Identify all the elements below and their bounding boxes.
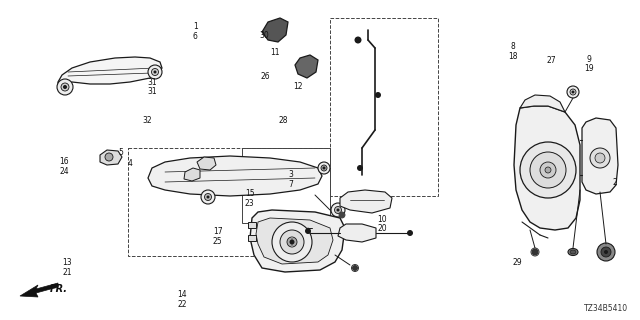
Circle shape: [337, 209, 339, 212]
Text: 14
22: 14 22: [177, 290, 188, 308]
Text: 27: 27: [547, 56, 557, 65]
Circle shape: [272, 222, 312, 262]
Circle shape: [590, 148, 610, 168]
Text: 29: 29: [512, 258, 522, 267]
Circle shape: [545, 167, 551, 173]
Bar: [330, 18, 438, 196]
Text: 32: 32: [142, 116, 152, 124]
Text: 12: 12: [293, 82, 302, 91]
Text: 16
24: 16 24: [59, 157, 69, 176]
Circle shape: [57, 79, 73, 95]
Circle shape: [148, 65, 162, 79]
Circle shape: [595, 153, 605, 163]
Circle shape: [205, 194, 211, 201]
Text: 31: 31: [147, 78, 157, 87]
Polygon shape: [514, 106, 580, 230]
Circle shape: [407, 230, 413, 236]
Text: 8
18: 8 18: [509, 42, 518, 60]
Circle shape: [321, 165, 327, 171]
Circle shape: [323, 166, 326, 170]
Text: 3
7: 3 7: [289, 170, 294, 188]
Ellipse shape: [570, 250, 576, 254]
Text: 13
21: 13 21: [62, 258, 72, 276]
Text: 10
20: 10 20: [378, 215, 387, 233]
Polygon shape: [148, 156, 322, 196]
Polygon shape: [256, 218, 333, 264]
Text: 9
19: 9 19: [584, 55, 594, 73]
Polygon shape: [58, 57, 162, 90]
Circle shape: [520, 142, 576, 198]
Text: FR.: FR.: [50, 284, 68, 294]
Polygon shape: [582, 118, 618, 194]
Polygon shape: [197, 157, 216, 170]
Circle shape: [355, 36, 362, 44]
Polygon shape: [520, 95, 565, 112]
Text: 31: 31: [147, 87, 157, 96]
Circle shape: [201, 190, 215, 204]
Bar: [242, 148, 330, 223]
Text: 2: 2: [612, 178, 617, 187]
Text: 28: 28: [278, 116, 288, 124]
Circle shape: [604, 250, 608, 254]
Circle shape: [61, 83, 69, 91]
Circle shape: [352, 265, 358, 271]
Polygon shape: [340, 190, 392, 213]
Polygon shape: [100, 150, 122, 165]
Circle shape: [567, 86, 579, 98]
Circle shape: [572, 91, 575, 93]
Circle shape: [570, 89, 576, 95]
Circle shape: [105, 153, 113, 161]
Circle shape: [318, 162, 330, 174]
Text: 30: 30: [259, 31, 269, 40]
Circle shape: [152, 68, 159, 76]
Text: 1
6: 1 6: [193, 22, 198, 41]
Text: 17
25: 17 25: [212, 228, 223, 246]
Text: 11: 11: [271, 48, 280, 57]
Circle shape: [531, 249, 538, 255]
Circle shape: [601, 247, 611, 257]
Text: TZ34B5410: TZ34B5410: [584, 304, 628, 313]
Circle shape: [530, 152, 566, 188]
Bar: [248, 222, 256, 228]
Polygon shape: [262, 18, 288, 42]
Text: 26: 26: [260, 72, 271, 81]
Circle shape: [287, 237, 297, 247]
Circle shape: [375, 92, 381, 98]
Circle shape: [207, 196, 209, 198]
Circle shape: [357, 165, 363, 171]
Bar: [128, 148, 330, 256]
Circle shape: [63, 85, 67, 89]
Text: 15
23: 15 23: [244, 189, 255, 208]
Text: 5: 5: [118, 148, 124, 156]
Circle shape: [305, 228, 311, 234]
Circle shape: [280, 230, 304, 254]
Ellipse shape: [568, 249, 578, 255]
Bar: [248, 235, 256, 241]
Circle shape: [597, 243, 615, 261]
Polygon shape: [20, 283, 58, 297]
Circle shape: [154, 70, 157, 74]
Circle shape: [335, 206, 342, 213]
Text: 4: 4: [128, 159, 133, 168]
Polygon shape: [338, 224, 376, 242]
Circle shape: [540, 162, 556, 178]
Circle shape: [331, 203, 345, 217]
Polygon shape: [184, 168, 200, 181]
Circle shape: [339, 212, 345, 218]
Polygon shape: [295, 55, 318, 78]
Circle shape: [289, 239, 294, 244]
Polygon shape: [250, 210, 345, 272]
